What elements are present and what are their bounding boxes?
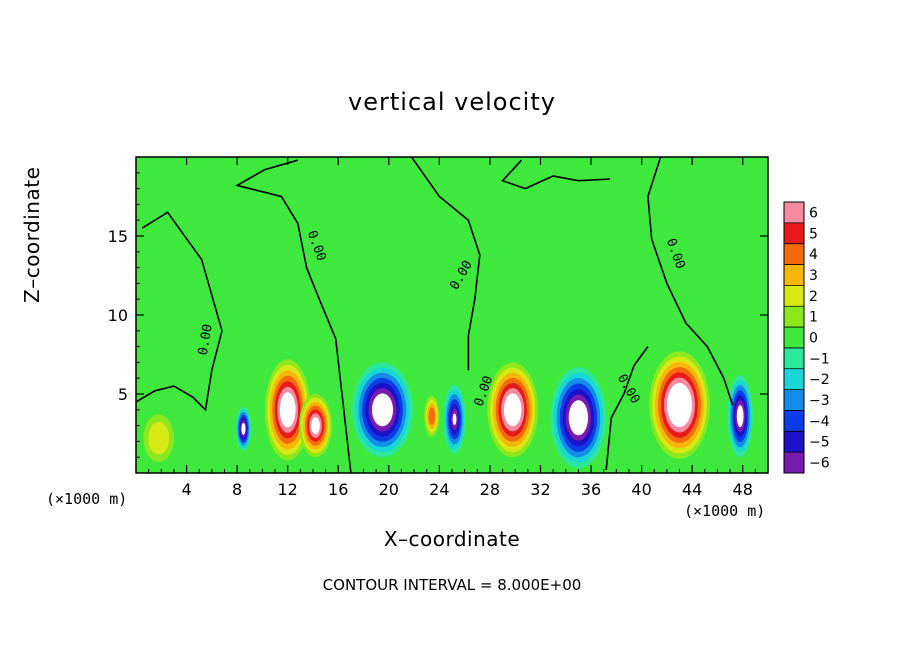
zero-contour-4 [647, 157, 734, 406]
contour-label-0: 0.00 [196, 323, 216, 356]
colorbar-label-8: −2 [809, 372, 830, 388]
x-tick-label-16: 16 [328, 480, 348, 499]
zero-contour-0 [136, 211, 223, 412]
x-tick-label-48: 48 [733, 480, 753, 499]
colorbar-frame [783, 201, 805, 474]
velocity-cell-10-band-8 [738, 410, 743, 423]
colorbar-label-6: 0 [809, 331, 818, 347]
x-tick-label-12: 12 [278, 480, 298, 499]
x-unit-label-right: (×1000 m) [684, 502, 766, 520]
zero-contour-5 [605, 346, 649, 470]
velocity-cell-9-band-10 [675, 398, 684, 412]
zero-contours [136, 157, 734, 473]
colorbar-swatch-0 [784, 202, 804, 224]
colorbar-swatch-7 [784, 347, 804, 370]
colorbar-label-1: 5 [809, 226, 818, 242]
y-tick-label-15: 15 [108, 227, 128, 246]
colorbar-swatch-2 [784, 243, 804, 266]
colorbar-swatch-12 [784, 452, 804, 474]
velocity-cell-6-band-7 [452, 413, 457, 426]
x-tick-label-24: 24 [429, 480, 449, 499]
velocity-field [136, 157, 768, 473]
velocity-cell-1-band-8 [242, 425, 245, 432]
y-tick-label-10: 10 [108, 306, 128, 325]
velocity-cell-8-band-9 [574, 411, 583, 425]
colorbar-label-7: −1 [809, 351, 830, 367]
colorbar-swatch-11 [784, 431, 804, 453]
colorbar-swatch-5 [784, 306, 804, 328]
x-tick-label-32: 32 [530, 480, 550, 499]
x-tick-label-40: 40 [631, 480, 651, 499]
zero-contour-1 [234, 159, 352, 473]
velocity-cell-4-band-9 [378, 403, 387, 416]
colorbar-label-3: 3 [809, 268, 818, 284]
colorbar-label-12: −6 [809, 456, 830, 472]
y-axis-label: Z–coordinate [19, 166, 44, 303]
colorbar-label-5: 1 [809, 310, 818, 326]
colorbar-swatch-1 [784, 222, 804, 245]
colorbar-swatch-8 [784, 368, 804, 391]
y-tick-label-5: 5 [118, 385, 128, 404]
x-tick-label-8: 8 [232, 480, 242, 499]
colorbar: 6 5 4 3 2 1 0 −1 −2 −3 −4 −5 −6 [783, 201, 830, 474]
zero-contour-3 [501, 159, 611, 190]
velocity-cell-0-band-3 [153, 429, 165, 448]
y-tick-group: 5 10 15 [108, 172, 768, 458]
colorbar-label-9: −3 [809, 393, 830, 409]
x-tick-label-36: 36 [581, 480, 601, 499]
velocity-cell-5-band-5 [430, 411, 434, 421]
x-tick-label-28: 28 [480, 480, 500, 499]
colorbar-swatch-10 [784, 410, 804, 432]
colorbar-label-2: 4 [809, 247, 818, 263]
colorbar-label-10: −4 [809, 414, 830, 430]
colorbar-swatch-9 [784, 389, 804, 411]
colorbar-swatch-6 [784, 327, 804, 349]
colorbar-swatch-3 [784, 264, 804, 286]
x-tick-group: 4 8 12 16 20 24 28 32 36 40 44 48 [148, 157, 756, 499]
colorbar-swatch-4 [784, 285, 804, 307]
colorbar-label-4: 2 [809, 289, 818, 305]
chart-title: vertical velocity [348, 88, 556, 116]
x-axis-label: X–coordinate [383, 527, 521, 551]
velocity-cell-7-band-9 [509, 403, 516, 416]
colorbar-label-11: −5 [809, 435, 830, 451]
x-tick-label-44: 44 [682, 480, 702, 499]
contour-interval-note: CONTOUR INTERVAL = 8.000E+00 [322, 576, 582, 594]
velocity-cell-2-band-9 [284, 403, 291, 417]
velocity-cell-3-band-8 [313, 420, 318, 431]
zero-contour-2 [410, 157, 481, 371]
x-tick-label-20: 20 [379, 480, 399, 499]
colorbar-label-0: 6 [809, 205, 818, 221]
x-unit-label-left: (×1000 m) [46, 490, 128, 508]
x-tick-label-4: 4 [181, 480, 191, 499]
